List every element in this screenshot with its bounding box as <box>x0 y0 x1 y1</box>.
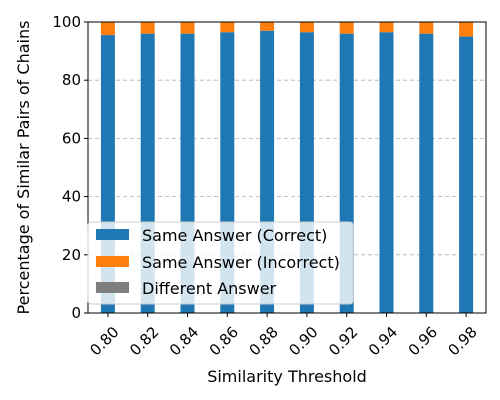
y-tick-label: 40 <box>62 188 81 206</box>
legend-label-correct: Same Answer (Correct) <box>142 226 327 245</box>
bar-incorrect-0.82 <box>140 22 155 34</box>
axes <box>87 21 487 314</box>
x-tick-label: 0.84 <box>166 323 202 359</box>
x-tick-label: 0.90 <box>285 323 321 359</box>
bar-correct-0.96 <box>419 33 434 313</box>
bar-incorrect-0.94 <box>379 22 394 33</box>
y-tick-label: 80 <box>62 71 81 89</box>
axes-frame <box>87 21 487 314</box>
y-tick-label: 100 <box>52 13 81 31</box>
legend-label-different: Different Answer <box>142 279 277 298</box>
bar-incorrect-0.80 <box>100 22 115 36</box>
bar-incorrect-0.88 <box>260 22 275 31</box>
bar-correct-0.98 <box>459 36 474 314</box>
x-tick-label: 0.82 <box>126 323 162 359</box>
x-tick-label: 0.94 <box>365 323 401 359</box>
x-axis-label: Similarity Threshold <box>207 367 367 386</box>
bar-incorrect-0.98 <box>459 22 474 37</box>
y-tick-label: 0 <box>71 304 81 322</box>
x-tick-label: 0.92 <box>325 323 361 359</box>
x-tick-label: 0.96 <box>405 323 441 359</box>
x-tick-label: 0.88 <box>246 323 282 359</box>
x-tick-label: 0.80 <box>86 323 122 359</box>
bar-incorrect-0.96 <box>419 22 434 34</box>
legend: Same Answer (Correct) Same Answer (Incor… <box>87 221 354 305</box>
y-tick-label: 20 <box>62 246 81 264</box>
bar-incorrect-0.84 <box>180 22 195 34</box>
y-tick-label: 60 <box>62 129 81 147</box>
bar-incorrect-0.92 <box>339 22 354 34</box>
y-axis-label: Percentage of Similar Pairs of Chains <box>14 21 33 315</box>
legend-swatch-incorrect <box>96 256 129 267</box>
legend-label-incorrect: Same Answer (Incorrect) <box>142 253 340 272</box>
bar-incorrect-0.90 <box>299 22 314 33</box>
legend-swatch-correct <box>96 229 129 240</box>
legend-swatch-different <box>96 282 129 293</box>
x-tick-label: 0.86 <box>206 323 242 359</box>
x-tick-label: 0.98 <box>445 323 481 359</box>
legend-box <box>87 221 354 305</box>
bar-incorrect-0.86 <box>220 22 235 33</box>
bar-correct-0.94 <box>379 32 394 314</box>
